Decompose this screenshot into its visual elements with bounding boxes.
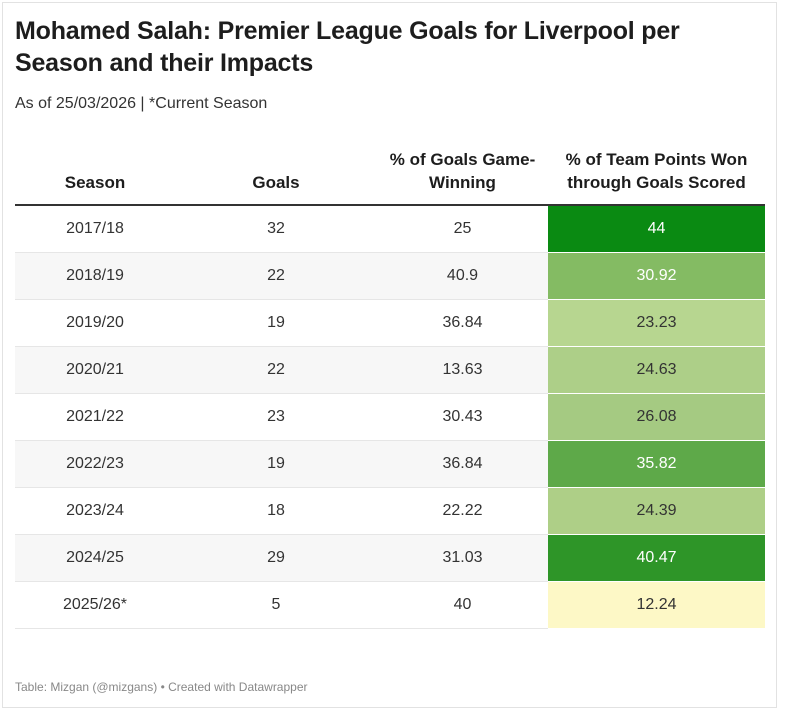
points-pct-cell: 23.23 (548, 299, 765, 347)
goals-cell: 18 (175, 487, 377, 535)
points-pct-cell: 26.08 (548, 393, 765, 441)
goals-cell: 22 (175, 346, 377, 394)
season-cell: 2025/26* (15, 581, 175, 629)
season-cell: 2021/22 (15, 393, 175, 441)
column-header-points-pct: % of Team Points Won through Goals Score… (548, 148, 765, 206)
goals-cell: 29 (175, 534, 377, 582)
chart-title: Mohamed Salah: Premier League Goals for … (15, 17, 680, 77)
game-winning-cell: 40 (377, 581, 548, 629)
data-table: Season Goals % of Goals Game-Winning % o… (15, 148, 765, 629)
goals-cell: 19 (175, 440, 377, 488)
season-cell: 2024/25 (15, 534, 175, 582)
table-row: 2024/25 29 31.03 40.47 (15, 534, 765, 582)
season-cell: 2022/23 (15, 440, 175, 488)
game-winning-cell: 40.9 (377, 252, 548, 300)
game-winning-cell: 22.22 (377, 487, 548, 535)
game-winning-cell: 13.63 (377, 346, 548, 394)
season-cell: 2019/20 (15, 299, 175, 347)
goals-cell: 32 (175, 205, 377, 253)
header-row: Season Goals % of Goals Game-Winning % o… (15, 148, 765, 206)
season-cell: 2018/19 (15, 252, 175, 300)
table-row: 2020/21 22 13.63 24.63 (15, 346, 765, 394)
game-winning-cell: 36.84 (377, 299, 548, 347)
game-winning-cell: 25 (377, 205, 548, 253)
goals-cell: 23 (175, 393, 377, 441)
points-pct-cell: 40.47 (548, 534, 765, 582)
season-cell: 2020/21 (15, 346, 175, 394)
table-body: 2017/18 32 25 44 2018/19 22 40.9 30.92 2019/20 19… (15, 205, 765, 629)
table-row: 2022/23 19 36.84 35.82 (15, 440, 765, 488)
table-row: 2019/20 19 36.84 23.23 (15, 299, 765, 347)
column-header-season: Season (15, 148, 175, 206)
table-row: 2018/19 22 40.9 30.92 (15, 252, 765, 300)
points-pct-cell: 30.92 (548, 252, 765, 300)
points-pct-cell: 44 (548, 205, 765, 253)
table-row: 2021/22 23 30.43 26.08 (15, 393, 765, 441)
points-pct-cell: 24.63 (548, 346, 765, 394)
points-pct-cell: 12.24 (548, 581, 765, 629)
column-header-game-winning: % of Goals Game-Winning (377, 148, 548, 206)
column-header-goals: Goals (175, 148, 377, 206)
chart-subtitle: As of 25/03/2026 | *Current Season (15, 95, 268, 112)
chart-footer: Table: Mizgan (@mizgans) • Created with … (15, 680, 308, 694)
game-winning-cell: 30.43 (377, 393, 548, 441)
points-pct-cell: 35.82 (548, 440, 765, 488)
goals-cell: 19 (175, 299, 377, 347)
game-winning-cell: 36.84 (377, 440, 548, 488)
table-row: 2023/24 18 22.22 24.39 (15, 487, 765, 535)
table-row: 2017/18 32 25 44 (15, 205, 765, 253)
table-row: 2025/26* 5 40 12.24 (15, 581, 765, 629)
season-cell: 2017/18 (15, 205, 175, 253)
game-winning-cell: 31.03 (377, 534, 548, 582)
goals-cell: 22 (175, 252, 377, 300)
chart-frame (2, 2, 777, 708)
goals-cell: 5 (175, 581, 377, 629)
points-pct-cell: 24.39 (548, 487, 765, 535)
season-cell: 2023/24 (15, 487, 175, 535)
